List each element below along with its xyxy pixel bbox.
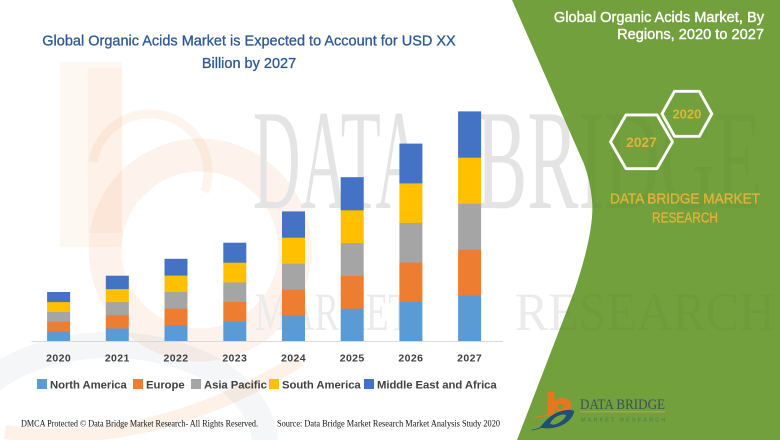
svg-text:South America: South America	[282, 379, 361, 391]
svg-text:DMCA Protected © Data Bridge M: DMCA Protected © Data Bridge Market Rese…	[21, 419, 258, 429]
svg-text:2026: 2026	[398, 353, 423, 365]
svg-text:Global Organic Acids Market, B: Global Organic Acids Market, By	[554, 10, 765, 26]
svg-text:2020: 2020	[672, 107, 701, 122]
svg-text:Asia Pacific: Asia Pacific	[204, 379, 267, 391]
svg-text:2025: 2025	[340, 353, 365, 365]
svg-text:DATA BRIDGE: DATA BRIDGE	[580, 397, 665, 413]
svg-text:North America: North America	[50, 379, 128, 391]
svg-text:Source: Data Bridge Market Res: Source: Data Bridge Market Research Mark…	[277, 419, 500, 429]
svg-text:DATA: DATA	[253, 81, 423, 239]
svg-text:Global Organic Acids Market is: Global Organic Acids Market is Expected …	[42, 33, 456, 49]
svg-text:MARKET RESEARCH: MARKET RESEARCH	[581, 418, 667, 424]
svg-text:Middle East and Africa: Middle East and Africa	[377, 379, 497, 391]
svg-text:2027: 2027	[626, 135, 657, 150]
svg-text:DATA BRIDGE MARKET: DATA BRIDGE MARKET	[610, 190, 760, 207]
svg-text:MARKET: MARKET	[255, 282, 411, 342]
svg-text:2024: 2024	[281, 353, 306, 365]
svg-text:RESEARCH: RESEARCH	[652, 210, 718, 227]
svg-text:Europe: Europe	[146, 379, 185, 391]
svg-text:2027: 2027	[457, 353, 482, 365]
svg-text:2020: 2020	[46, 353, 71, 365]
svg-text:2022: 2022	[164, 353, 189, 365]
svg-text:Billion by 2027: Billion by 2027	[202, 56, 296, 72]
svg-text:2023: 2023	[222, 353, 247, 365]
svg-text:Regions, 2020 to 2027: Regions, 2020 to 2027	[617, 27, 764, 43]
svg-text:2021: 2021	[105, 353, 130, 365]
